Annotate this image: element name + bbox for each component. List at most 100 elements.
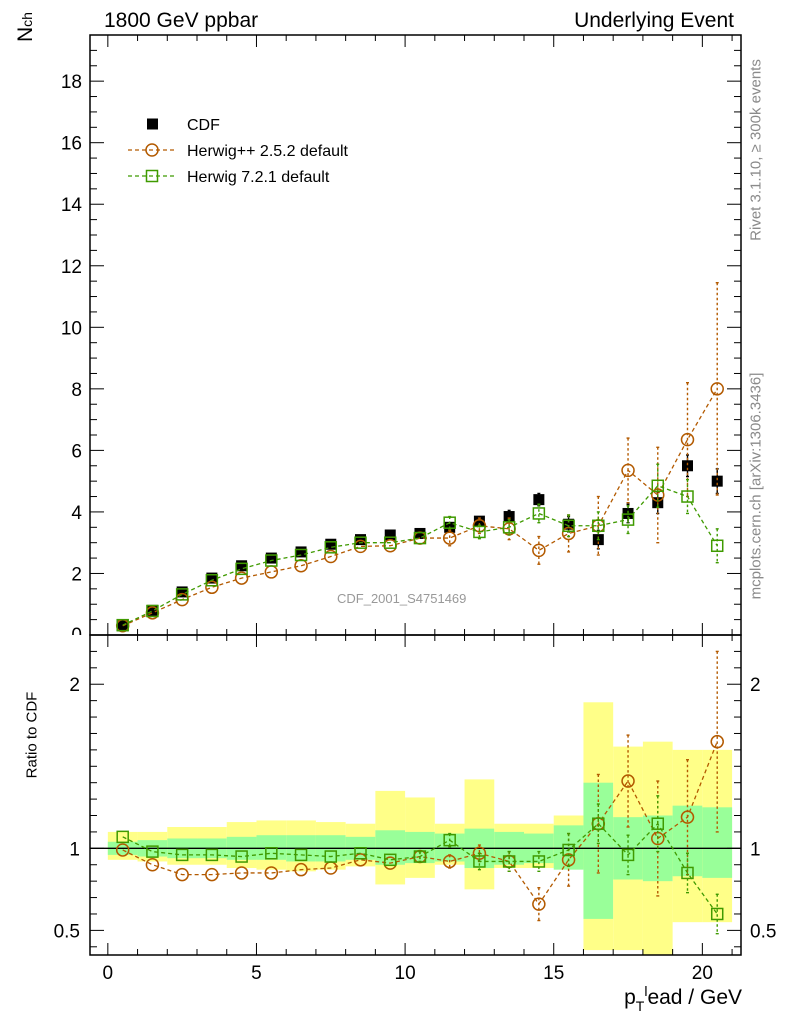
data-point [532,543,546,558]
data-point [354,847,367,860]
mcplots-label: mcplots.cern.ch [arXiv:1306.3436] [747,372,765,600]
data-point [443,516,456,529]
data-point [680,432,695,447]
data-point [443,833,456,847]
x-label-t-subscript: T [635,998,645,1014]
data-point [651,479,665,493]
data-point [145,143,159,157]
data-point [532,507,546,520]
legend-marker-cdf [147,118,158,130]
data-point [205,867,219,882]
data-point [265,847,278,860]
data-point [651,817,665,830]
ratio-y-tick-label-right: 1 [750,839,761,860]
data-point [206,572,218,584]
x-tick-label: 15 [543,963,564,984]
y-tick-label: 2 [71,564,82,585]
data-point [710,734,724,749]
data-point [264,565,279,579]
data-point [680,810,695,824]
data-point [592,519,605,533]
data-point [175,867,189,882]
ratio-frame [89,634,742,956]
data-point [562,519,575,533]
y-tick-label: 0 [71,625,82,646]
rivet-version-label: Rivet 3.1.10, ≥ 300k events [747,59,765,241]
series-line [122,388,718,627]
data-point [502,855,516,868]
data-point [711,475,723,487]
data-point [294,862,308,877]
data-point [442,531,457,545]
y-tick-label: 8 [71,380,82,401]
data-point [532,897,546,911]
data-point [294,548,308,562]
data-point [681,460,693,472]
y-tick-label: 16 [61,134,82,155]
data-point [384,529,396,541]
data-point [354,536,367,549]
data-point [325,538,337,550]
x-tick-label: 5 [251,963,262,984]
band-inner-bin [702,807,733,878]
ratio-y-tick-label-left: 0.5 [54,921,80,942]
x-label-p: p [624,986,636,1009]
ratio-y-tick-label-right: 0.5 [750,921,776,942]
data-point [681,490,694,503]
data-point [592,817,605,830]
data-point [473,855,486,868]
data-point [355,534,367,546]
legend-label: CDF [187,117,220,134]
data-point [413,850,427,863]
data-point [116,830,129,844]
data-point [383,853,397,867]
data-point [235,850,248,863]
data-point [563,518,575,530]
data-point [383,536,397,549]
data-point [234,571,249,585]
data-point [413,531,427,545]
data-point [264,866,279,880]
data-point [710,907,724,921]
data-point [294,559,308,573]
y-label-ch-subscript: ch [19,12,35,27]
data-point [295,546,307,558]
ratio-y-tick-label-left: 1 [69,839,80,860]
data-point [205,573,219,587]
data-point [353,853,368,867]
ratio-y-tick-label-left: 2 [69,675,80,696]
data-point [145,857,160,872]
data-point [236,560,248,572]
header-right: Underlying Event [574,9,734,32]
ratio-y-axis-label: Ratio to CDF [23,691,41,779]
data-point [175,588,189,601]
data-point [324,541,338,554]
data-point [324,861,338,875]
ratio-y-tick-label-right: 2 [750,675,761,696]
main-panel-series [115,281,724,633]
data-point [621,848,635,862]
data-point [234,866,249,880]
data-point [176,586,188,598]
data-point [324,850,338,863]
data-point [235,562,248,576]
legend-label: Herwig 7.2.1 default [187,169,330,186]
data-point [115,843,130,857]
data-point [414,527,426,539]
data-point [324,549,338,564]
series-line [122,822,718,915]
y-tick-label: 14 [61,195,83,216]
x-label-rest: ead / GeV [647,986,742,1009]
data-point [532,855,546,868]
y-tick-label: 10 [61,318,82,339]
main-y-axis-label: Nch [14,12,38,42]
band-inner-bin [553,825,584,870]
data-point [146,604,159,618]
x-axis-label: pTlead / GeV [624,983,742,1014]
header-left: 1800 GeV ppbar [104,9,259,32]
data-point [175,848,189,862]
y-tick-label: 12 [61,257,82,278]
data-point [562,843,575,857]
